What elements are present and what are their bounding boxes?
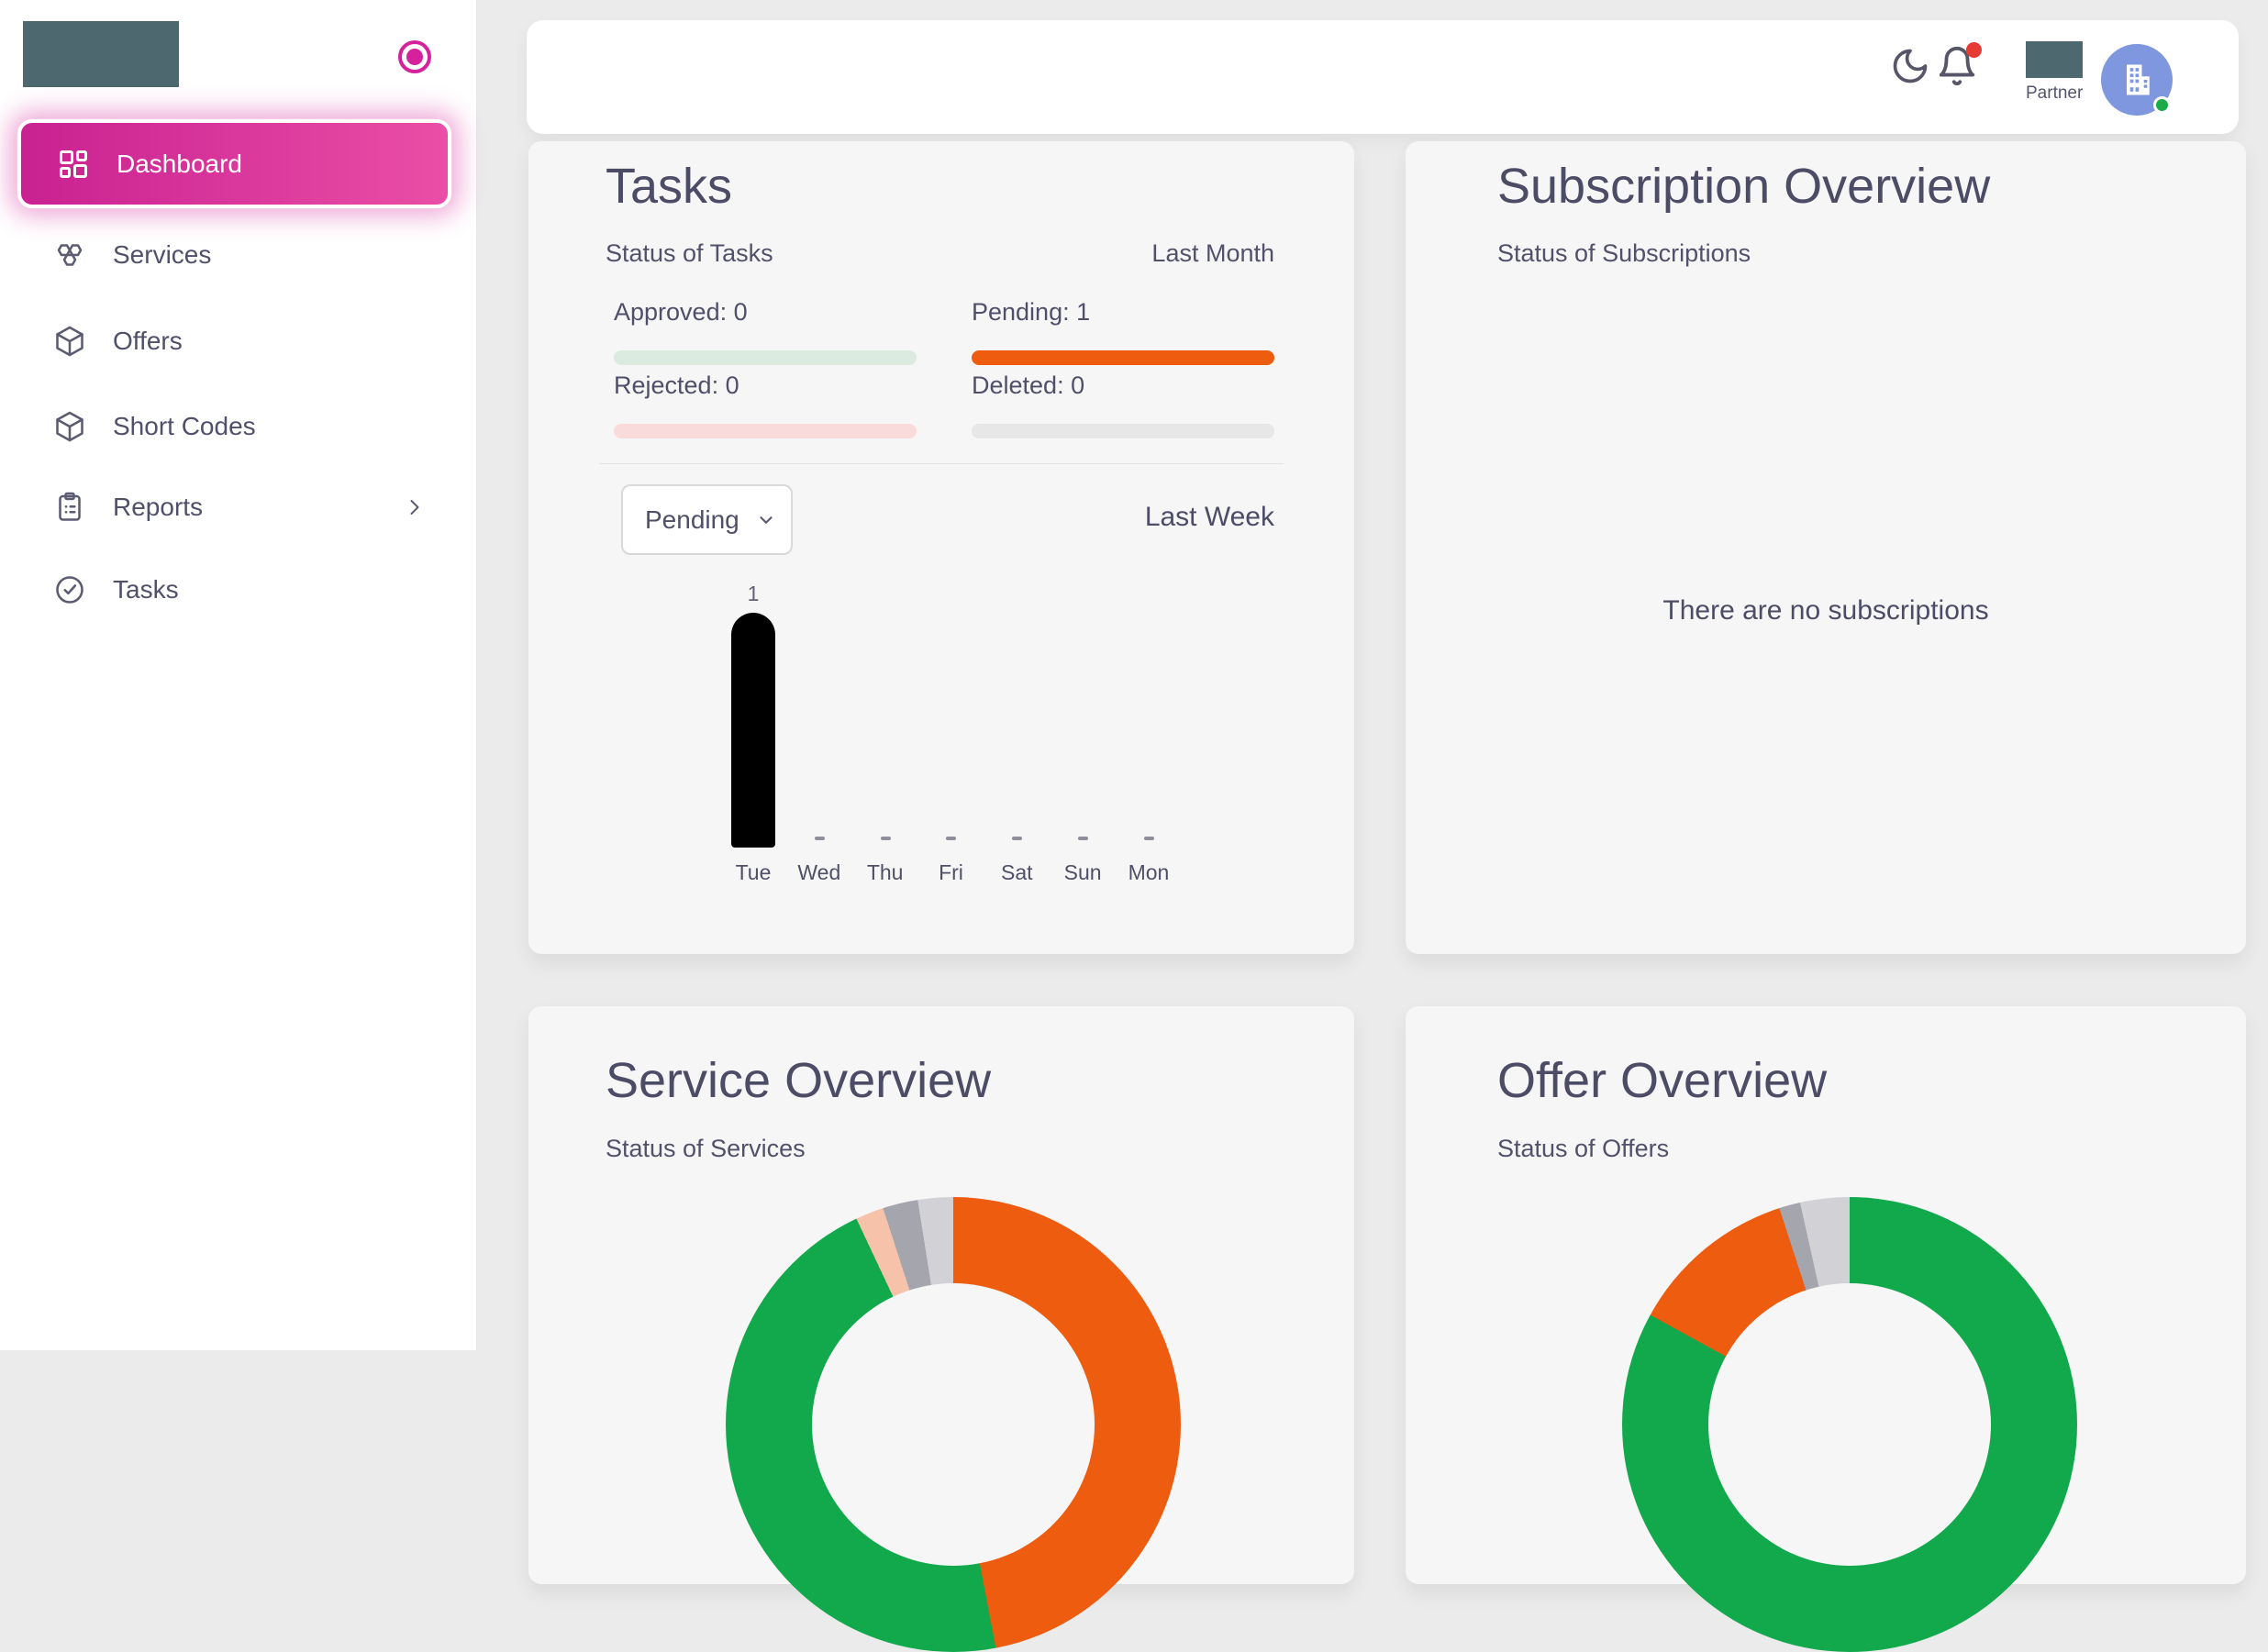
task-status-filter-select[interactable]: Pending [621,484,793,555]
top-header-bar: Partner [527,20,2239,134]
subscription-card-title: Subscription Overview [1497,159,1991,214]
stat-label: Deleted: 0 [972,371,1085,399]
tasks-card-title: Tasks [606,159,733,214]
sidebar-item-label: Tasks [113,575,179,604]
tasks-card-subtitle: Status of Tasks [606,239,773,267]
zero-value-dash [946,837,957,840]
sidebar-item-dashboard[interactable]: Dashboard [17,119,451,208]
notifications-button[interactable] [1936,42,1982,88]
zero-value-dash [1012,837,1023,840]
day-label: Sat [1001,860,1033,884]
bar-column-sat: Sat [984,571,1050,901]
dark-mode-toggle[interactable] [1890,46,1930,86]
stat-progress-bar [972,350,1274,365]
bar-column-mon: Mon [1116,571,1182,901]
service-card-subtitle: Status of Services [606,1135,806,1162]
partner-block: Partner [2026,41,2083,104]
company-logo [23,21,179,87]
sidebar-item-label: Offers [113,327,183,355]
toggle-dot [406,49,423,65]
offer-overview-card: Offer Overview Status of Offers [1406,1006,2246,1652]
stat-progress-bar [614,424,917,438]
sidebar-item-label: Reports [113,493,204,521]
stat-label: Rejected: 0 [614,371,739,399]
card-divider [599,463,1284,464]
day-label: Fri [939,860,963,884]
dashboard-grid-icon [57,148,90,181]
stat-progress-bar [614,350,917,365]
zero-value-dash [1078,837,1089,840]
chevron-right-icon [402,494,428,520]
day-label: Mon [1128,860,1170,884]
bar-column-wed: Wed [786,571,852,901]
stat-deleted: Deleted: 0 [972,371,1274,438]
stat-rejected: Rejected: 0 [614,371,917,438]
bar [731,613,775,848]
stat-pending: Pending: 1 [972,298,1274,365]
moon-icon [1893,49,1928,83]
tasks-card: Tasks Status of Tasks Last Month Approve… [528,141,1354,954]
weekly-bar-chart: 1 Tue Wed Thu Fri Sat Sun Mon [720,571,1182,901]
offer-status-donut-chart [1622,1197,2077,1652]
day-label: Wed [797,860,841,884]
subscription-overview-card: Subscription Overview Status of Subscrip… [1406,141,2246,954]
building-icon [2127,64,2150,95]
services-hive-icon [53,238,86,272]
sidebar-item-offers[interactable]: Offers [17,305,451,378]
sidebar-item-reports[interactable]: Reports [17,471,451,544]
service-card-title: Service Overview [606,1053,992,1108]
cube-icon [53,410,86,443]
day-label: Sun [1063,860,1102,884]
service-status-donut-chart [726,1197,1181,1652]
zero-value-dash [1143,837,1154,840]
stat-label: Approved: 0 [614,298,748,326]
subscription-card-subtitle: Status of Subscriptions [1497,239,1751,267]
tasks-period-label: Last Month [1151,239,1274,267]
day-label: Tue [735,860,772,884]
cube-icon [53,325,86,358]
service-overview-card: Service Overview Status of Services [528,1006,1354,1652]
sidebar-toggle-button[interactable] [398,40,431,73]
sidebar: Dashboard Services Offers Short Codes Report… [0,0,477,1350]
offer-card-title: Offer Overview [1497,1053,1828,1108]
sidebar-item-label: Services [113,240,212,269]
unread-notification-dot [1966,42,1982,58]
zero-value-dash [814,837,825,840]
sidebar-item-services[interactable]: Services [17,218,451,292]
bell-icon [1939,47,1975,86]
bar-column-thu: Thu [852,571,918,901]
sidebar-item-tasks[interactable]: Tasks [17,553,451,626]
sidebar-item-label: Dashboard [117,149,242,178]
partner-label: Partner [2026,83,2084,103]
user-avatar[interactable] [2101,44,2173,116]
stat-approved: Approved: 0 [614,298,917,365]
bar-column-fri: Fri [917,571,984,901]
clipboard-list-icon [53,491,86,524]
week-period-label: Last Week [1144,502,1274,532]
bar-value-label: 1 [747,582,760,605]
chevron-down-icon [756,510,776,530]
partner-logo [2026,41,2083,78]
offer-card-subtitle: Status of Offers [1497,1135,1670,1162]
zero-value-dash [880,837,891,840]
stat-progress-bar [972,424,1274,438]
online-status-dot [2153,96,2171,114]
bar-column-tue: 1 Tue [720,571,786,901]
sidebar-item-short-codes[interactable]: Short Codes [17,390,451,463]
no-subscriptions-message: There are no subscriptions [1662,595,1989,626]
day-label: Thu [866,860,904,884]
check-circle-icon [53,573,86,606]
selected-filter-value: Pending [645,504,739,534]
bar-column-sun: Sun [1050,571,1116,901]
stat-label: Pending: 1 [972,298,1091,326]
sidebar-item-label: Short Codes [113,412,256,440]
